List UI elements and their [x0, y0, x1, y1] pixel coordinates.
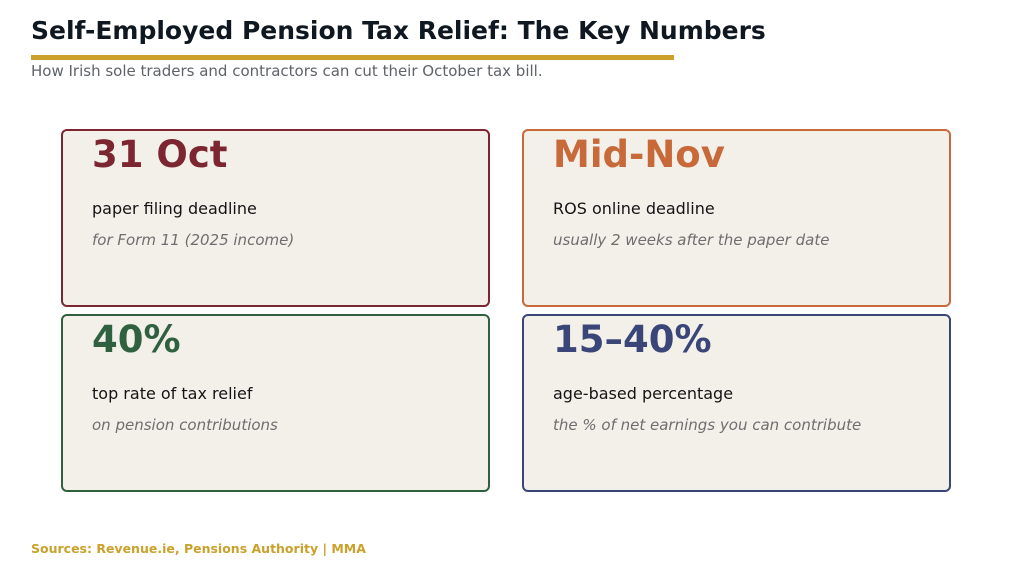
page-title: Self-Employed Pension Tax Relief: The Ke…	[31, 16, 766, 45]
stat-label: ROS online deadline	[553, 199, 715, 218]
sources-footer: Sources: Revenue.ie, Pensions Authority …	[31, 541, 366, 556]
page-subtitle: How Irish sole traders and contractors c…	[31, 62, 543, 80]
stat-label: age-based percentage	[553, 384, 734, 403]
stat-note: on pension contributions	[92, 416, 278, 434]
stat-card-tax-relief-rate: 40% top rate of tax relief on pension co…	[61, 314, 490, 492]
stat-note: usually 2 weeks after the paper date	[553, 231, 830, 249]
title-underline	[31, 55, 674, 60]
stat-value: 40%	[92, 318, 181, 361]
stat-card-age-based-percentage: 15–40% age-based percentage the % of net…	[522, 314, 951, 492]
stat-value: 15–40%	[553, 318, 712, 361]
stat-card-ros-deadline: Mid-Nov ROS online deadline usually 2 we…	[522, 129, 951, 307]
stat-card-paper-deadline: 31 Oct paper filing deadline for Form 11…	[61, 129, 490, 307]
stat-label: paper filing deadline	[92, 199, 257, 218]
stat-value: 31 Oct	[92, 133, 228, 176]
stat-note: the % of net earnings you can contribute	[553, 416, 862, 434]
stat-note: for Form 11 (2025 income)	[92, 231, 295, 249]
stat-label: top rate of tax relief	[92, 384, 253, 403]
stat-value: Mid-Nov	[553, 133, 725, 176]
